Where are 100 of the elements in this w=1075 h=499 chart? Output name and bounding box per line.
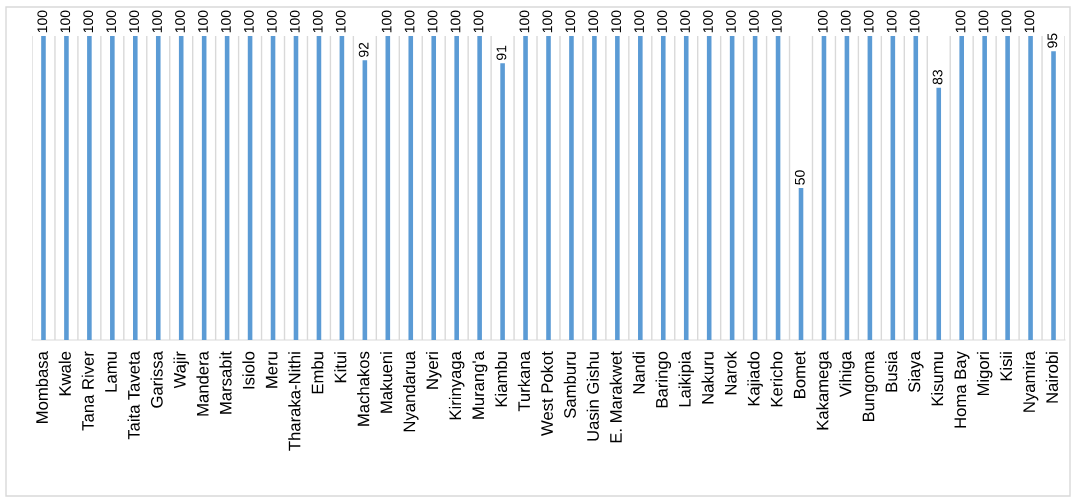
data-label: 100 [404, 10, 415, 33]
bar [1028, 36, 1033, 340]
x-tick-label: Mandera [196, 351, 209, 416]
x-tick-label: Baringo [655, 351, 672, 408]
data-label: 100 [221, 10, 231, 33]
bar [592, 36, 597, 340]
bar [982, 36, 987, 340]
data-label: 100 [175, 10, 185, 33]
bar [408, 36, 414, 340]
bar [155, 36, 161, 340]
x-tick-label: Kitui [334, 352, 347, 383]
data-label: 100 [129, 10, 140, 33]
bar [1005, 36, 1010, 340]
data-label: 100 [289, 10, 300, 33]
x-tick-label: Laikipia [678, 351, 694, 407]
bar [546, 36, 551, 340]
data-label: 100 [955, 10, 966, 33]
x-tick-label: Narok [724, 351, 737, 395]
data-label: 100 [657, 10, 668, 33]
data-label: 100 [611, 10, 622, 33]
x-tick-label: Nyeri [425, 352, 442, 389]
data-label: 95 [1047, 33, 1058, 48]
data-label: 100 [978, 10, 989, 33]
x-tick-label: Kisumu [930, 352, 944, 406]
bar [569, 36, 574, 340]
x-tick-label: Garissa [150, 351, 163, 408]
x-tick-label: Makueni [380, 352, 393, 413]
bar [64, 36, 69, 340]
bar [477, 36, 482, 340]
bar [936, 87, 942, 340]
bar [454, 36, 459, 340]
bar [110, 36, 115, 340]
data-label: 100 [817, 10, 828, 33]
data-label: 100 [886, 10, 897, 33]
x-tick-label: Kirinyaga [448, 351, 465, 420]
x-tick-label: Embu [311, 352, 324, 394]
data-label: 100 [863, 10, 874, 33]
x-tick-label: Uasin Gishu [586, 352, 599, 441]
x-tick-label: Migori [976, 352, 993, 396]
x-tick-label: Lamu [105, 352, 117, 392]
data-label: 100 [37, 10, 48, 33]
data-label: 100 [198, 10, 208, 33]
x-tick-label: Samburu [563, 352, 576, 418]
data-label: 100 [680, 10, 690, 33]
x-tick-label: Tana River [81, 351, 94, 431]
bar [500, 63, 505, 340]
x-tick-label: Isiolo [242, 351, 255, 389]
x-tick-label: Bungoma [862, 351, 878, 422]
x-tick-label: Turkana [517, 351, 531, 412]
bar [660, 36, 666, 340]
x-tick-label: West Pokot [540, 351, 553, 436]
x-tick-label: Taita Taveta [127, 351, 140, 440]
bar [523, 36, 528, 340]
bar [41, 36, 46, 340]
x-tick-label: Marsabit [219, 351, 232, 414]
data-label: 91 [496, 45, 507, 60]
x-tick-label: Kwale [58, 351, 71, 396]
x-tick-label: Nakuru [701, 352, 714, 404]
x-tick-label: Kakamega [816, 351, 832, 430]
data-label: 100 [60, 10, 71, 33]
x-tick-label: Mombasa [35, 351, 48, 423]
data-label: 100 [840, 10, 851, 33]
x-tick-label: Busia [885, 351, 898, 392]
bar [913, 36, 919, 340]
data-label: 100 [473, 10, 484, 33]
x-tick-label: Wajir [173, 351, 189, 389]
bar [959, 36, 964, 340]
x-tick-label: Homa Bay [954, 351, 970, 428]
bar [133, 36, 138, 340]
data-label: 100 [565, 10, 576, 33]
x-tick-label: Kisii [999, 352, 1013, 381]
data-label: 100 [909, 10, 920, 33]
data-label: 50 [794, 170, 805, 185]
bar [87, 36, 92, 340]
data-label: 100 [1024, 10, 1035, 33]
data-label: 100 [152, 10, 162, 33]
x-tick-label: Vihiga [839, 351, 855, 398]
data-label: 100 [726, 10, 736, 33]
x-tick-label: Nyamira [1022, 351, 1039, 412]
x-tick-label: Siaya [908, 351, 924, 393]
bar [683, 36, 689, 340]
x-tick-label: Tharaka-Nithi [288, 352, 301, 451]
data-label: 100 [243, 10, 254, 33]
data-label: 100 [703, 10, 713, 33]
x-tick-label: E. Marakwet [609, 351, 622, 443]
bar [431, 36, 437, 340]
data-label: 100 [381, 10, 392, 33]
x-tick-label: Murang'a [472, 351, 488, 419]
data-label: 100 [588, 10, 599, 33]
data-label: 100 [519, 10, 530, 33]
data-label: 100 [427, 10, 438, 33]
data-label: 100 [1001, 10, 1012, 33]
x-tick-label: Meru [265, 352, 278, 388]
x-tick-label: Nairobi [1045, 352, 1058, 403]
bar [615, 36, 620, 340]
data-label: 100 [748, 10, 759, 33]
x-tick-label: Bomet [793, 351, 806, 398]
data-label: 100 [771, 10, 782, 33]
data-label: 100 [106, 10, 117, 33]
data-label: 100 [335, 10, 346, 33]
